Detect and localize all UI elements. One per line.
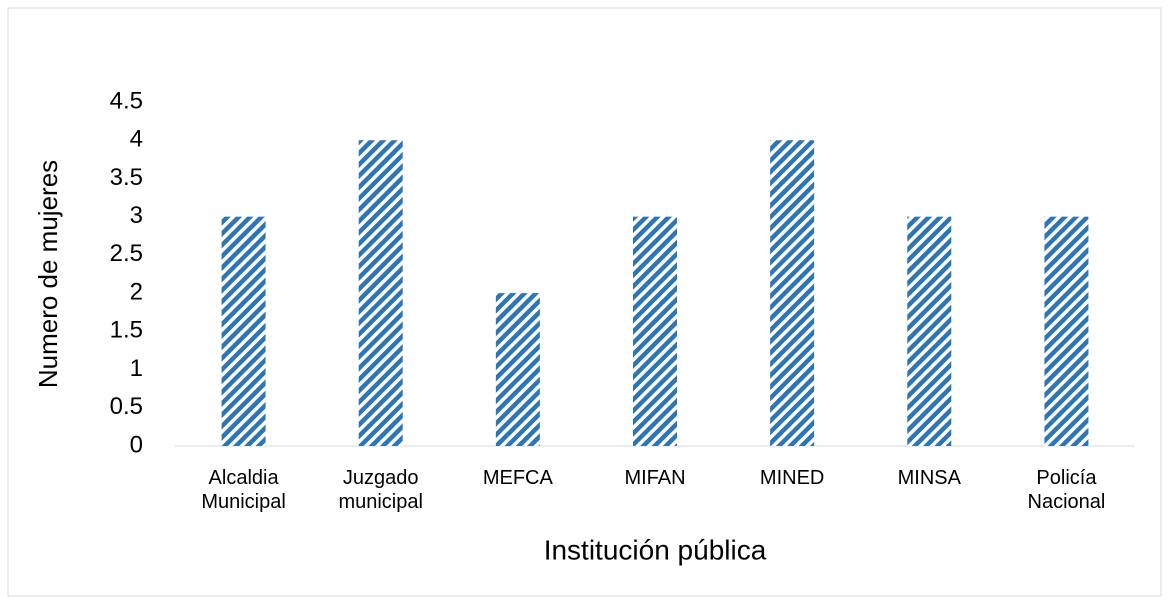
x-tick-label: MINED: [759, 467, 825, 489]
y-tick-label: 4.5: [110, 87, 143, 114]
x-tick-label: MINSA: [897, 467, 961, 489]
x-tick-label: Juzgado municipal: [338, 467, 423, 513]
y-axis-label: Numero de mujeres: [33, 160, 63, 388]
chart-border: [7, 7, 1162, 597]
bar: [1044, 216, 1089, 446]
bar: [633, 216, 677, 446]
x-tick-label: Policía Nacional: [1027, 467, 1106, 513]
x-tick-label: MIFAN: [624, 467, 686, 489]
bar: [221, 216, 266, 446]
y-tick-label: 0.5: [110, 393, 143, 420]
y-tick-label: 3: [130, 202, 143, 229]
bar: [907, 216, 952, 446]
y-tick-label: 0: [130, 431, 143, 458]
bar: [495, 293, 540, 446]
y-tick-label: 1: [130, 355, 143, 382]
x-tick-label: Alcaldia Municipal: [201, 467, 286, 513]
y-tick-label: 2: [130, 278, 143, 305]
x-tick-label: MEFCA: [482, 467, 553, 489]
x-axis-label: Institución pública: [544, 534, 767, 565]
bar: [770, 140, 815, 446]
y-tick-label: 1.5: [110, 317, 143, 344]
bar: [358, 140, 403, 446]
y-tick-label: 4: [130, 126, 143, 153]
y-tick-label: 3.5: [110, 164, 143, 191]
y-tick-label: 2.5: [110, 240, 143, 267]
